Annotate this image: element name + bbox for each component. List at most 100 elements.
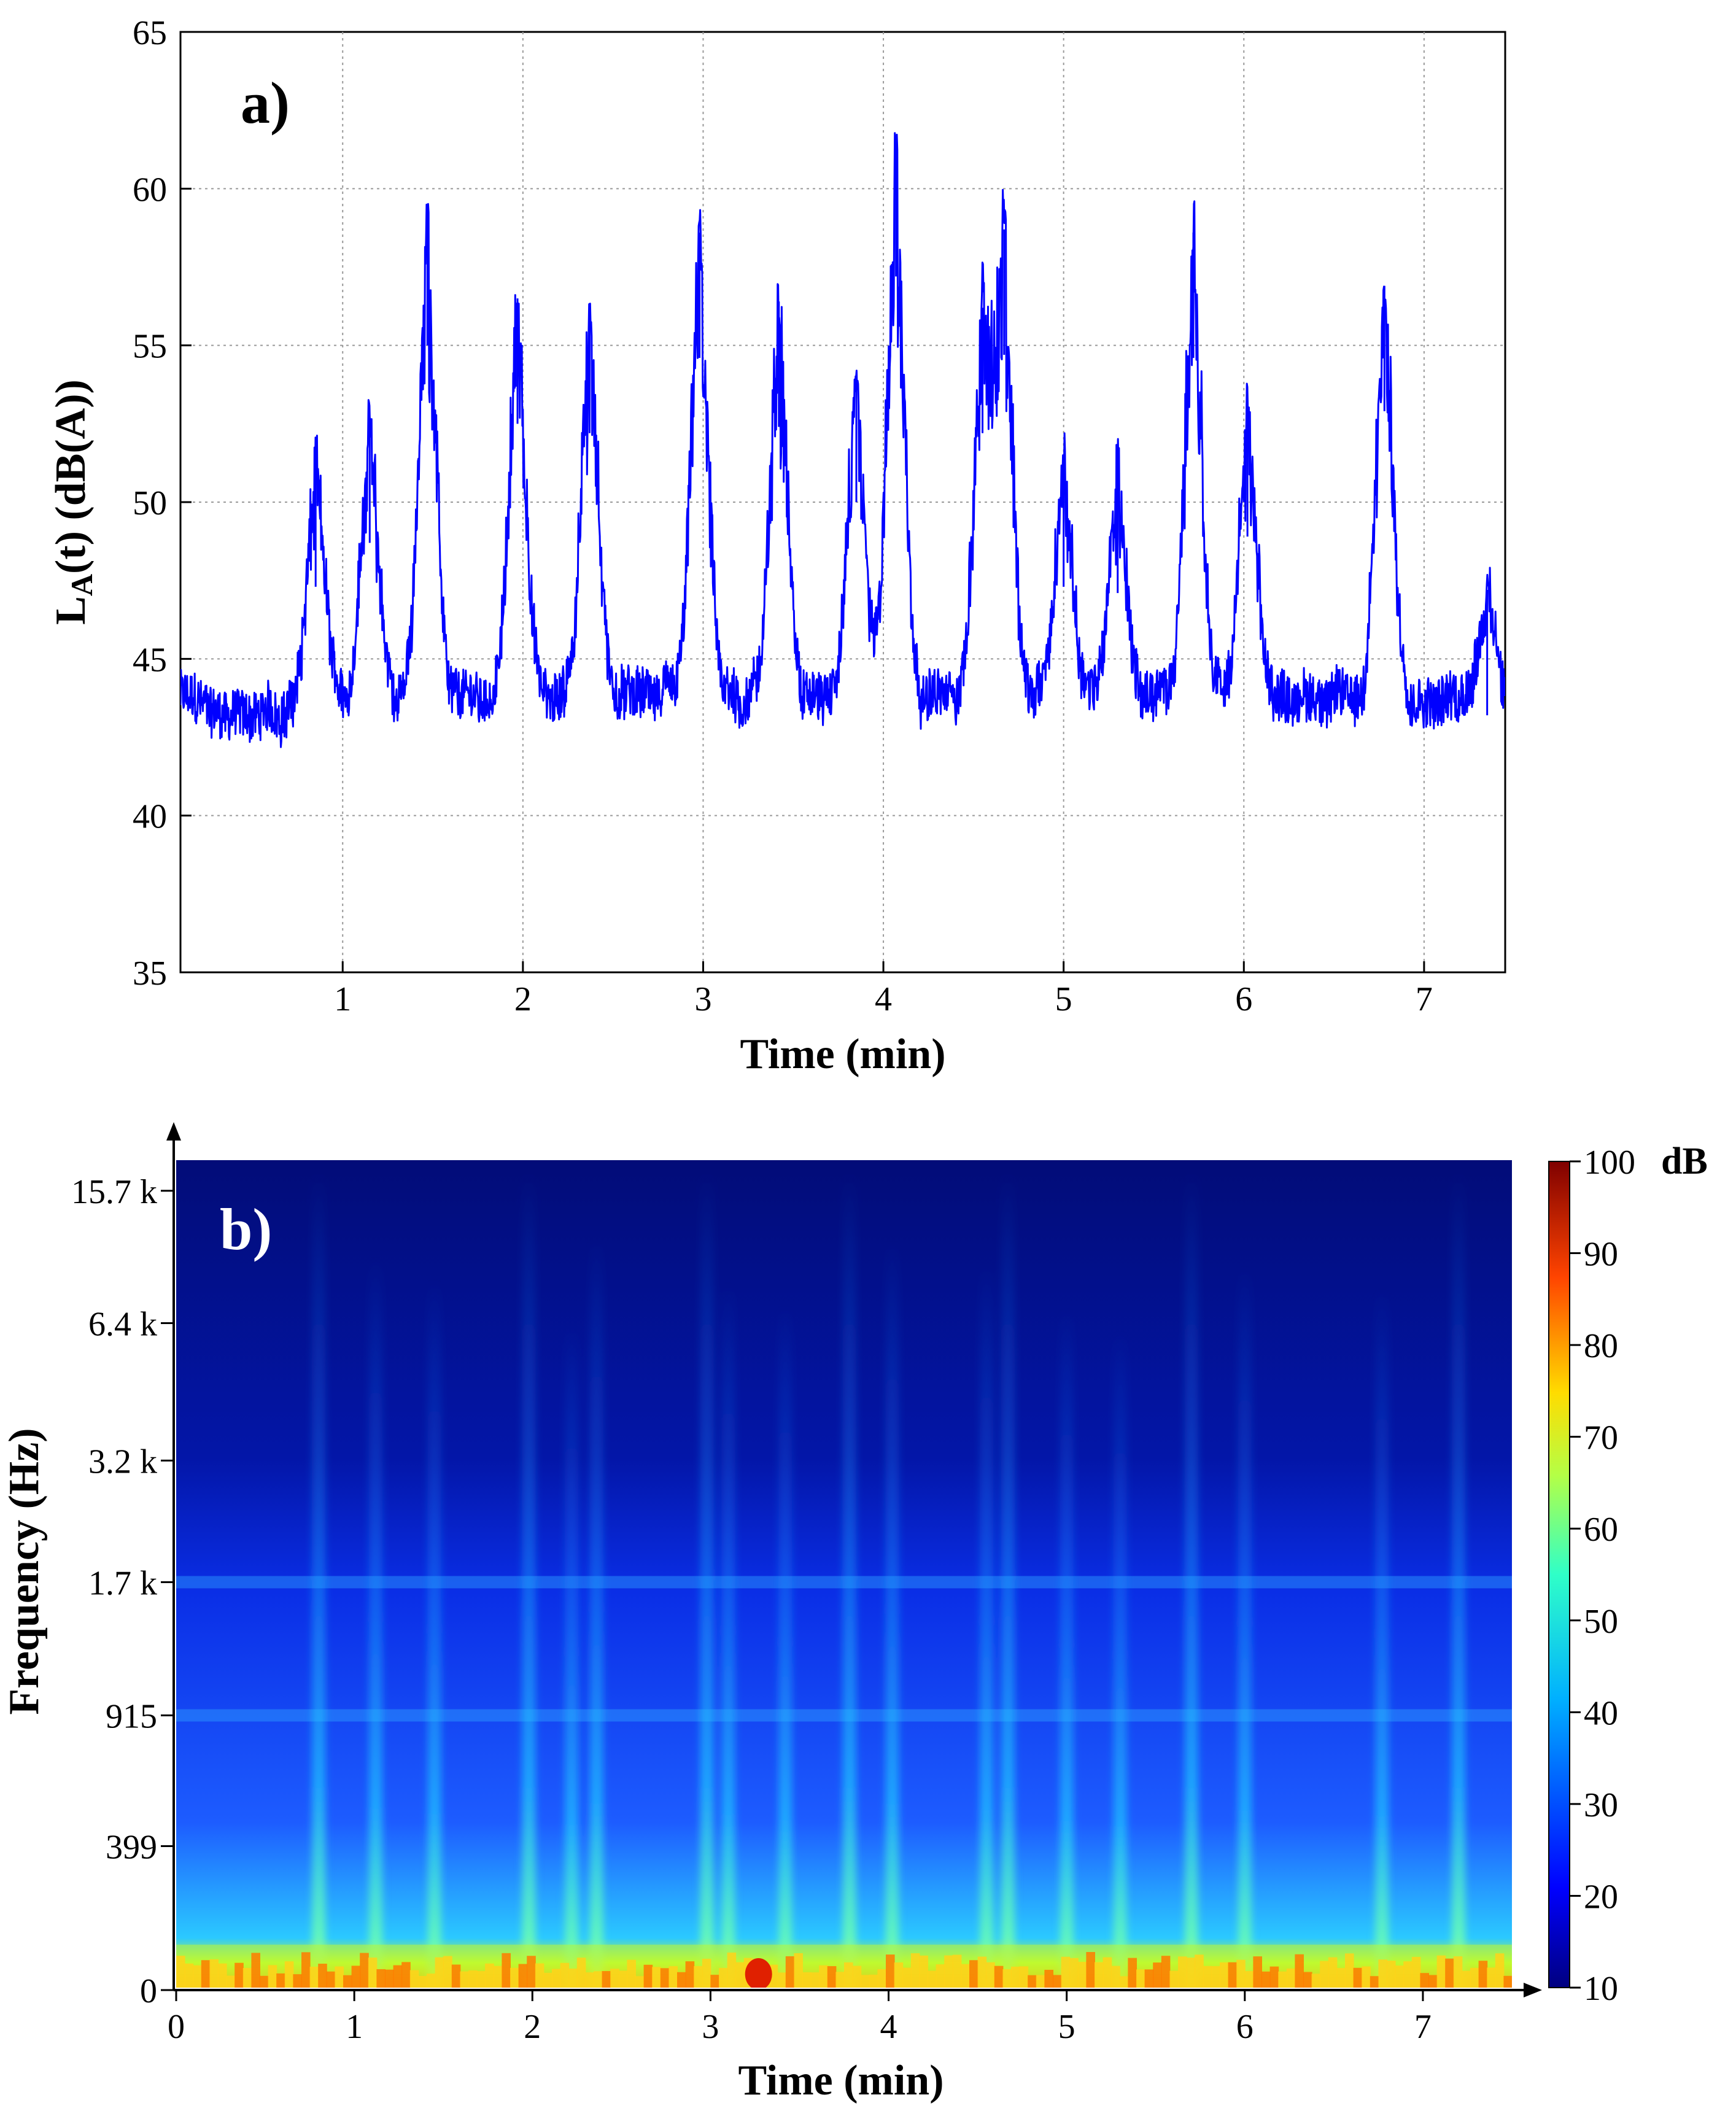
low-frequency-cell xyxy=(919,1955,928,1988)
x-tick-label: 1 xyxy=(334,980,351,1018)
low-frequency-cell xyxy=(568,1969,578,1988)
colorbar-tick-label: 70 xyxy=(1584,1419,1618,1457)
low-frequency-cell xyxy=(1428,1975,1438,1988)
panel-b-y-axis-title: Frequency (Hz) xyxy=(1,1428,48,1714)
x-tick-label: 4 xyxy=(880,2008,897,2046)
low-frequency-cell xyxy=(1445,1958,1454,1988)
low-frequency-cell xyxy=(268,1965,277,1988)
low-frequency-cell xyxy=(1011,1966,1020,1988)
y-tick-label: 0 xyxy=(140,1972,157,2010)
low-frequency-cell xyxy=(543,1972,552,1988)
low-frequency-cell xyxy=(251,1953,260,1988)
spectrogram-low-frequency-band xyxy=(176,1945,1512,1988)
colorbar-unit: dB xyxy=(1661,1141,1708,1182)
low-frequency-cell xyxy=(318,1964,327,1988)
low-frequency-cell xyxy=(1195,1954,1204,1988)
low-frequency-cell xyxy=(1362,1966,1371,1988)
low-frequency-cell xyxy=(1253,1956,1262,1988)
low-frequency-cell xyxy=(735,1962,745,1988)
low-frequency-cell xyxy=(1169,1970,1179,1988)
low-frequency-cell xyxy=(1019,1966,1029,1988)
y-tick-label: 3.2 k xyxy=(88,1443,157,1481)
low-frequency-cell xyxy=(668,1966,678,1988)
event-streak xyxy=(1375,1288,1389,1988)
x-tick-label: 3 xyxy=(694,980,711,1018)
low-frequency-cell xyxy=(1119,1976,1129,1988)
low-frequency-cell xyxy=(1111,1966,1120,1988)
colorbar-tick-label: 60 xyxy=(1584,1511,1618,1549)
panel-b-label: b) xyxy=(220,1196,272,1262)
low-frequency-cell xyxy=(1503,1975,1512,1988)
low-frequency-cell xyxy=(1002,1969,1012,1988)
low-frequency-cell xyxy=(376,1969,386,1988)
low-frequency-cell xyxy=(1395,1966,1405,1988)
low-frequency-cell xyxy=(877,1969,886,1988)
low-frequency-cell xyxy=(1487,1967,1496,1988)
event-streak xyxy=(700,1172,714,1988)
x-tick-label: 0 xyxy=(168,2008,185,2046)
y-tick-label: 45 xyxy=(133,641,167,679)
x-tick-label: 6 xyxy=(1235,980,1252,1018)
low-frequency-cell xyxy=(1462,1970,1471,1988)
low-frequency-cell xyxy=(677,1972,686,1988)
low-frequency-cell xyxy=(1336,1968,1346,1988)
low-frequency-cell xyxy=(209,1959,219,1988)
low-frequency-cell xyxy=(627,1959,636,1988)
low-frequency-cell xyxy=(802,1972,812,1988)
low-frequency-cell xyxy=(1295,1954,1304,1988)
low-frequency-cell xyxy=(886,1954,895,1988)
low-frequency-cell xyxy=(351,1966,361,1988)
low-frequency-cell xyxy=(1353,1967,1363,1988)
x-tick-label: 5 xyxy=(1055,980,1072,1018)
y-tick-label: 915 xyxy=(106,1698,157,1736)
low-frequency-cell xyxy=(1387,1961,1396,1988)
event-streak xyxy=(980,1263,994,1988)
x-tick-label: 1 xyxy=(346,2008,363,2046)
low-frequency-cell xyxy=(1370,1976,1379,1988)
x-tick-label: 3 xyxy=(702,2008,719,2046)
low-frequency-cell xyxy=(1153,1962,1162,1988)
event-streak xyxy=(778,1305,792,1988)
event-streak xyxy=(1001,1172,1015,1988)
low-frequency-cell xyxy=(1495,1953,1505,1988)
low-frequency-cell xyxy=(234,1962,244,1988)
event-streak xyxy=(565,1325,579,1988)
low-frequency-cell xyxy=(1061,1956,1071,1988)
event-streak xyxy=(1113,1331,1127,1988)
low-frequency-cell xyxy=(1228,1962,1238,1988)
low-frequency-cell xyxy=(1378,1959,1387,1988)
low-frequency-cell xyxy=(936,1964,945,1988)
panel-a-event-peaks xyxy=(314,151,1489,716)
y-title-rest: (t) (dB(A)) xyxy=(47,379,95,574)
low-frequency-cell xyxy=(309,1966,319,1988)
panel-b-x-ticks: 0 1 2 3 4 5 6 7 xyxy=(168,1990,1432,2046)
low-frequency-cell xyxy=(476,1971,486,1988)
low-frequency-cell xyxy=(610,1969,619,1988)
event-streak xyxy=(1184,1172,1198,1988)
low-frequency-cell xyxy=(852,1966,862,1988)
x-tick-label: 2 xyxy=(514,980,532,1018)
low-frequency-cell xyxy=(810,1972,820,1988)
low-frequency-cell xyxy=(1236,1959,1246,1988)
low-frequency-cell xyxy=(618,1970,628,1988)
low-frequency-cell xyxy=(193,1965,202,1988)
low-frequency-cell xyxy=(1178,1956,1187,1988)
panel-a-level-series xyxy=(180,132,1505,748)
low-frequency-cell xyxy=(1102,1957,1112,1988)
low-frequency-cell xyxy=(418,1976,427,1988)
colorbar xyxy=(1548,1161,1570,1988)
low-frequency-cell xyxy=(560,1962,570,1988)
low-frequency-cell xyxy=(460,1971,469,1988)
event-streak xyxy=(312,1172,326,1988)
low-frequency-cell xyxy=(928,1970,937,1988)
x-tick-label: 5 xyxy=(1058,2008,1075,2046)
y-tick-label: 65 xyxy=(133,14,167,52)
low-frequency-cell xyxy=(1403,1961,1412,1988)
low-frequency-cell xyxy=(226,1975,236,1988)
low-frequency-cell xyxy=(218,1963,227,1988)
low-frequency-cell xyxy=(1286,1968,1296,1988)
low-frequency-cell xyxy=(1086,1952,1095,1988)
low-frequency-cell xyxy=(409,1970,419,1988)
